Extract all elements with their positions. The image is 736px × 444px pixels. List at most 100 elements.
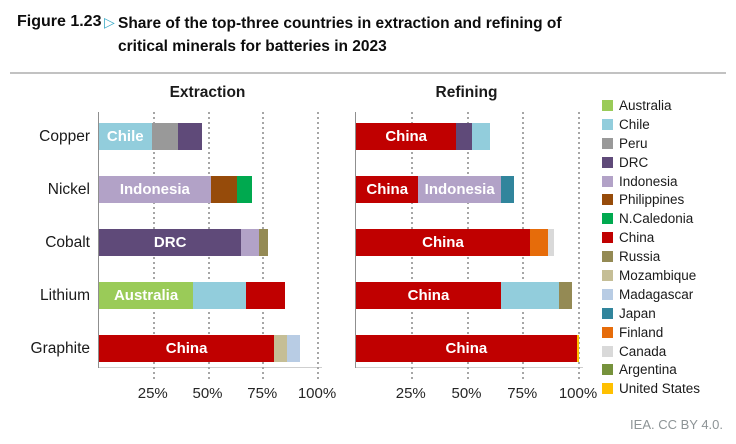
bar-segment-china <box>245 282 286 309</box>
category-label-lithium: Lithium <box>40 287 90 304</box>
bar-graphite-extraction: China <box>99 335 318 362</box>
legend-item-china: China <box>602 228 700 247</box>
refining-x-axis: 25% 50% 75% 100% <box>355 385 597 403</box>
legend-label: Argentina <box>619 362 677 378</box>
bar-segment-chile <box>500 282 559 309</box>
bar-segment-china: China <box>356 335 577 362</box>
bar-segment-china: China <box>356 123 457 150</box>
legend-item-finland: Finland <box>602 323 700 342</box>
category-label-nickel: Nickel <box>47 181 90 198</box>
bar-segment-china: China <box>356 176 419 203</box>
bar-lithium-refining: China <box>356 282 579 309</box>
legend-swatch-united-states <box>602 383 613 395</box>
bar-segment-label: Indonesia <box>119 181 190 198</box>
bar-segment-drc <box>456 123 472 150</box>
legend-item-philippines: Philippines <box>602 190 700 209</box>
bar-segment-label: Chile <box>106 128 144 145</box>
bar-segment-canada <box>547 229 555 256</box>
legend-item-indonesia: Indonesia <box>602 172 700 191</box>
bar-segment-label: Australia <box>113 287 179 304</box>
bar-segment-madagascar <box>287 335 301 362</box>
legend-item-madagascar: Madagascar <box>602 285 700 304</box>
bar-segment-philippines <box>210 176 237 203</box>
legend-label: Japan <box>619 305 656 321</box>
category-label-graphite: Graphite <box>30 340 90 357</box>
triangle-marker-icon: ▷ <box>104 14 115 30</box>
legend-swatch-russia <box>602 251 613 263</box>
bar-segment-china: China <box>356 229 530 256</box>
bar-segment-label: China <box>385 128 427 145</box>
legend-item-canada: Canada <box>602 342 700 361</box>
legend: Australia Chile Peru DRC Indonesia Philippine… <box>602 96 700 398</box>
legend-swatch-chile <box>602 118 613 130</box>
legend-swatch-australia <box>602 99 613 111</box>
legend-swatch-finland <box>602 326 613 338</box>
axis-tick-label-50: 50% <box>451 385 482 402</box>
legend-item-australia: Australia <box>602 96 700 115</box>
bar-nickel-refining: China Indonesia <box>356 176 579 203</box>
axis-tick-label-75: 75% <box>507 385 538 402</box>
category-label-cobalt: Cobalt <box>45 234 90 251</box>
legend-swatch-argentina <box>602 364 613 376</box>
bar-segment-chile: Chile <box>99 123 152 150</box>
bar-segment-united-states <box>576 335 579 362</box>
bar-segment-label: China <box>366 181 409 198</box>
bar-segment-mozambique <box>274 335 288 362</box>
legend-label: United States <box>619 381 701 397</box>
gridline-100 <box>578 112 580 380</box>
extraction-plot-area: Chile Indonesia DRC Australia China <box>98 112 322 380</box>
legend-swatch-n-caledonia <box>602 213 613 225</box>
bar-segment-chile <box>471 123 490 150</box>
axis-tick-label-100: 100% <box>297 385 337 402</box>
bar-segment-russia <box>258 229 268 256</box>
legend-swatch-japan <box>602 307 613 319</box>
figure-title-line1: Share of the top-three countries in extr… <box>118 15 562 32</box>
bar-graphite-refining: China <box>356 335 579 362</box>
bar-segment-n-caledonia <box>236 176 253 203</box>
legend-item-japan: Japan <box>602 304 700 323</box>
bar-segment-russia <box>558 282 573 309</box>
legend-label: Philippines <box>619 192 685 208</box>
axis-tick-label-50: 50% <box>192 385 223 402</box>
header-divider <box>10 72 726 74</box>
axis-tick-label-25: 25% <box>395 385 426 402</box>
legend-item-drc: DRC <box>602 153 700 172</box>
refining-chart-title: Refining <box>435 84 498 101</box>
legend-label: China <box>619 230 655 246</box>
legend-item-chile: Chile <box>602 115 700 134</box>
bar-segment-finland <box>529 229 548 256</box>
legend-label: Australia <box>619 97 672 113</box>
source-credit: IEA. CC BY 4.0. <box>630 417 723 432</box>
legend-swatch-philippines <box>602 194 613 206</box>
legend-item-n-caledonia: N.Caledonia <box>602 209 700 228</box>
bar-segment-label: China <box>445 340 488 357</box>
bar-segment-indonesia: Indonesia <box>418 176 501 203</box>
bar-segment-indonesia: Indonesia <box>99 176 211 203</box>
refining-plot-area: China China Indonesia China China China <box>355 112 583 380</box>
bar-segment-label: China <box>422 234 464 251</box>
legend-label: Peru <box>619 135 648 151</box>
legend-label: Canada <box>619 343 667 359</box>
legend-label: Mozambique <box>619 267 697 283</box>
extraction-chart-title: Extraction <box>169 84 246 101</box>
legend-item-peru: Peru <box>602 134 700 153</box>
legend-label: DRC <box>619 154 649 170</box>
bar-segment-china: China <box>356 282 501 309</box>
axis-tick-label-75: 75% <box>247 385 278 402</box>
legend-item-mozambique: Mozambique <box>602 266 700 285</box>
legend-swatch-drc <box>602 156 613 168</box>
bar-segment-japan <box>500 176 515 203</box>
bar-segment-label: China <box>407 287 450 304</box>
figure-number-label: Figure 1.23 <box>17 13 102 30</box>
extraction-x-axis: 25% 50% 75% 100% <box>98 385 336 403</box>
legend-swatch-mozambique <box>602 269 613 281</box>
legend-label: N.Caledonia <box>619 211 694 227</box>
legend-item-united-states: United States <box>602 379 700 398</box>
axis-tick-label-25: 25% <box>137 385 168 402</box>
legend-label: Finland <box>619 324 664 340</box>
legend-label: Indonesia <box>619 173 678 189</box>
legend-swatch-indonesia <box>602 175 613 187</box>
gridline-100 <box>317 112 319 380</box>
legend-label: Madagascar <box>619 286 694 302</box>
